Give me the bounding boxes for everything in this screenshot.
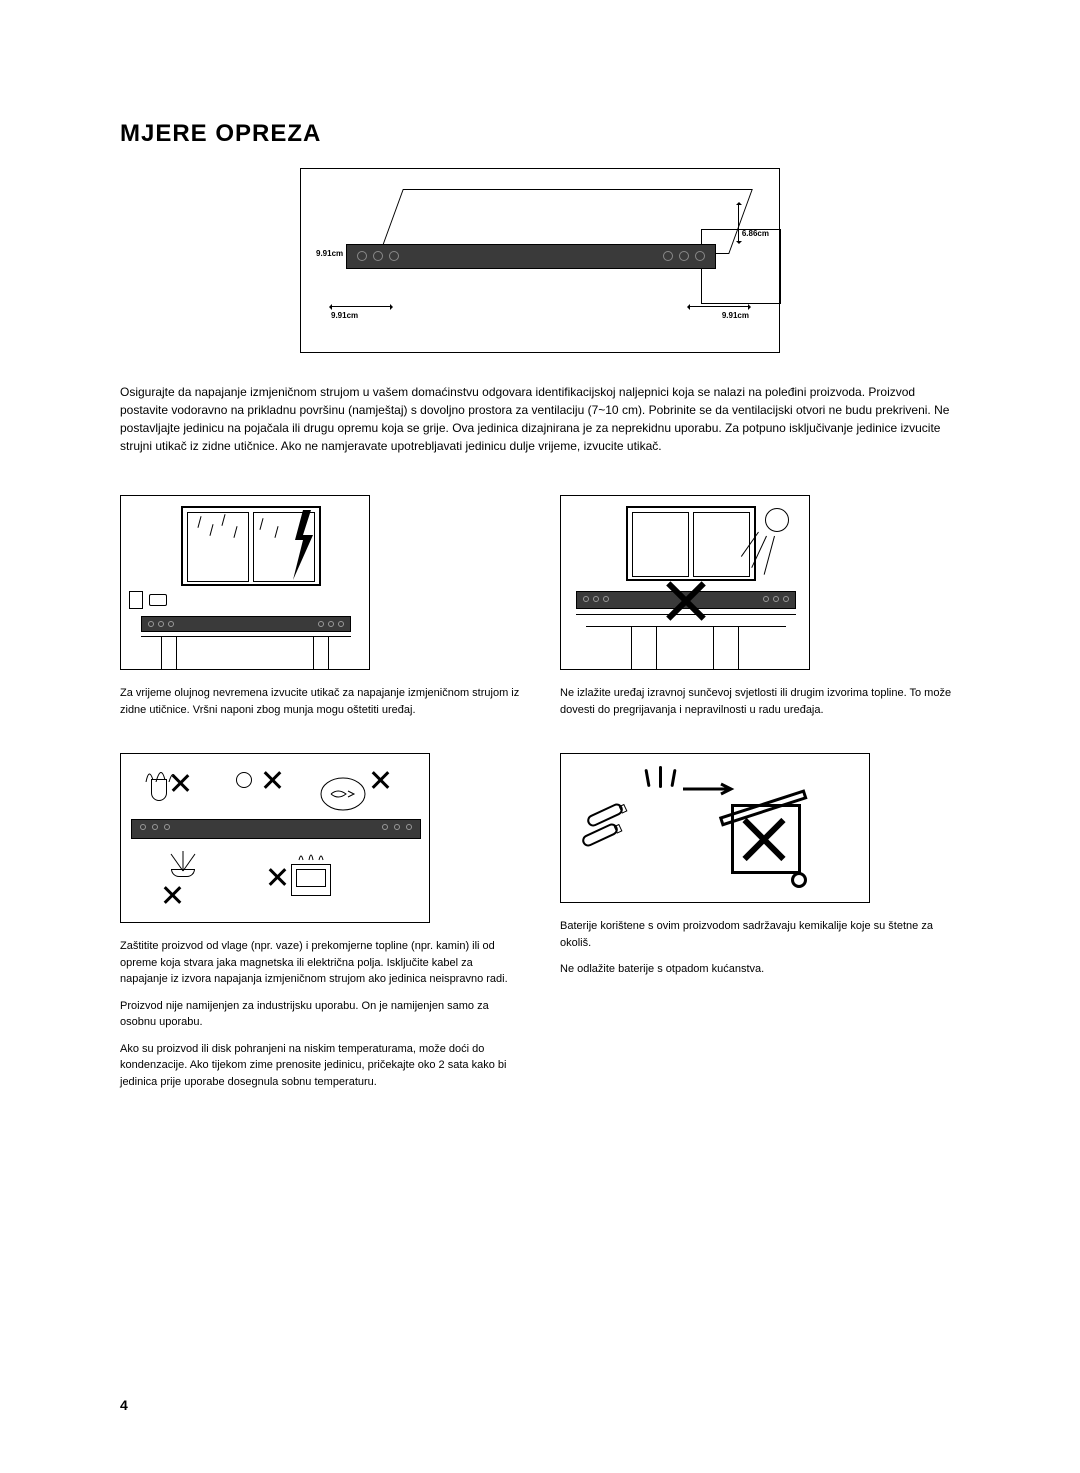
storm-illustration <box>120 495 370 670</box>
speaker-dot <box>158 621 164 627</box>
window-pane <box>187 512 249 582</box>
wall-outlet <box>129 591 143 609</box>
speaker-dot <box>164 824 170 830</box>
speaker-circle <box>679 251 689 261</box>
right-column: Ne izlažite uređaj izravnoj sunčevoj svj… <box>560 495 960 1125</box>
heater-icon <box>291 864 331 896</box>
x-mark-icon <box>169 772 191 794</box>
page-number: 4 <box>120 1397 128 1413</box>
dim-arrow-vertical <box>738 204 739 242</box>
surface-line <box>576 614 796 615</box>
surface-line <box>141 636 351 637</box>
window-pane <box>693 512 750 577</box>
desk-leg <box>161 636 162 669</box>
x-mark-icon <box>261 769 283 791</box>
ventilation-diagram: 9.91cm 6.86cm 9.91cm 9.91cm <box>300 168 780 353</box>
hazards-caption-3: Ako su proizvod ili disk pohranjeni na n… <box>120 1041 520 1091</box>
lamp-rays-icon <box>166 849 200 874</box>
speaker-dot <box>394 824 400 830</box>
storm-caption: Za vrijeme olujnog nevremena izvucite ut… <box>120 685 520 718</box>
speaker-dot <box>148 621 154 627</box>
heat-waves-icon <box>296 846 326 862</box>
desk-leg <box>713 626 714 669</box>
speaker-circle <box>357 251 367 261</box>
battery-icon <box>580 822 620 849</box>
speaker-dot <box>140 824 146 830</box>
x-mark-icon <box>161 884 183 906</box>
hazards-caption-2: Proizvod nije namijenjen za industrijsku… <box>120 998 520 1031</box>
heater-grille <box>296 869 326 887</box>
desk-leg <box>656 626 657 669</box>
x-mark-icon <box>266 866 288 888</box>
desk-leg <box>738 626 739 669</box>
desk-leg <box>328 636 329 669</box>
speaker-dot <box>603 596 609 602</box>
sunlight-caption: Ne izlažite uređaj izravnoj sunčevoj svj… <box>560 685 960 718</box>
speaker-dot <box>338 621 344 627</box>
page-title: MJERE OPREZA <box>120 120 960 148</box>
dim-bl-label: 9.91cm <box>331 311 358 320</box>
dim-arrow-right <box>689 306 749 307</box>
motion-line <box>644 769 650 787</box>
speaker-dot <box>763 596 769 602</box>
sun-icon <box>236 772 252 788</box>
speaker-circle <box>373 251 383 261</box>
surface-line <box>586 626 786 627</box>
desk-leg <box>176 636 177 669</box>
battery-caption-2: Ne odlažite baterije s otpadom kućanstva… <box>560 961 960 978</box>
speaker-circle <box>663 251 673 261</box>
left-column: Za vrijeme olujnog nevremena izvucite ut… <box>120 495 520 1125</box>
speaker-dot <box>593 596 599 602</box>
lightning-icon <box>289 510 317 580</box>
speaker-dot <box>773 596 779 602</box>
dim-top-label: 6.86cm <box>742 229 769 238</box>
battery-caption-1: Baterije korištene s ovim proizvodom sad… <box>560 918 960 951</box>
dim-left-label: 9.91cm <box>316 249 343 258</box>
x-mark-icon <box>369 769 391 791</box>
soundbar <box>346 244 716 269</box>
speaker-circle <box>695 251 705 261</box>
speaker-dot <box>318 621 324 627</box>
desk-leg <box>631 626 632 669</box>
battery-illustration <box>560 753 870 903</box>
speaker-circle <box>389 251 399 261</box>
motion-line <box>659 766 662 788</box>
main-paragraph: Osigurajte da napajanje izmjeničnom stru… <box>120 383 960 455</box>
hazards-caption-1: Zaštitite proizvod od vlage (npr. vaze) … <box>120 938 520 988</box>
power-plug <box>149 594 167 606</box>
x-mark-icon <box>736 812 791 867</box>
speaker-dot <box>168 621 174 627</box>
dim-br-label: 9.91cm <box>722 311 749 320</box>
bin-wheel <box>791 872 807 888</box>
sun-icon <box>765 508 789 532</box>
speaker-dot <box>406 824 412 830</box>
speaker-dot <box>152 824 158 830</box>
hazards-illustration <box>120 753 430 923</box>
speaker-dot <box>328 621 334 627</box>
soundbar-small <box>131 819 421 839</box>
columns: Za vrijeme olujnog nevremena izvucite ut… <box>120 495 960 1125</box>
vase-icon <box>151 779 167 801</box>
desk-leg <box>313 636 314 669</box>
sun-ray <box>764 536 775 575</box>
window-frame <box>626 506 756 581</box>
speaker-dot <box>783 596 789 602</box>
window-pane <box>632 512 689 577</box>
soundbar-small <box>141 616 351 632</box>
speaker-dot <box>583 596 589 602</box>
dim-arrow-left <box>331 306 391 307</box>
fish-bowl-icon <box>316 766 371 811</box>
speaker-dot <box>382 824 388 830</box>
arrow-icon <box>681 782 741 796</box>
motion-line <box>670 769 676 787</box>
sunlight-illustration <box>560 495 810 670</box>
x-mark-icon <box>661 576 711 626</box>
